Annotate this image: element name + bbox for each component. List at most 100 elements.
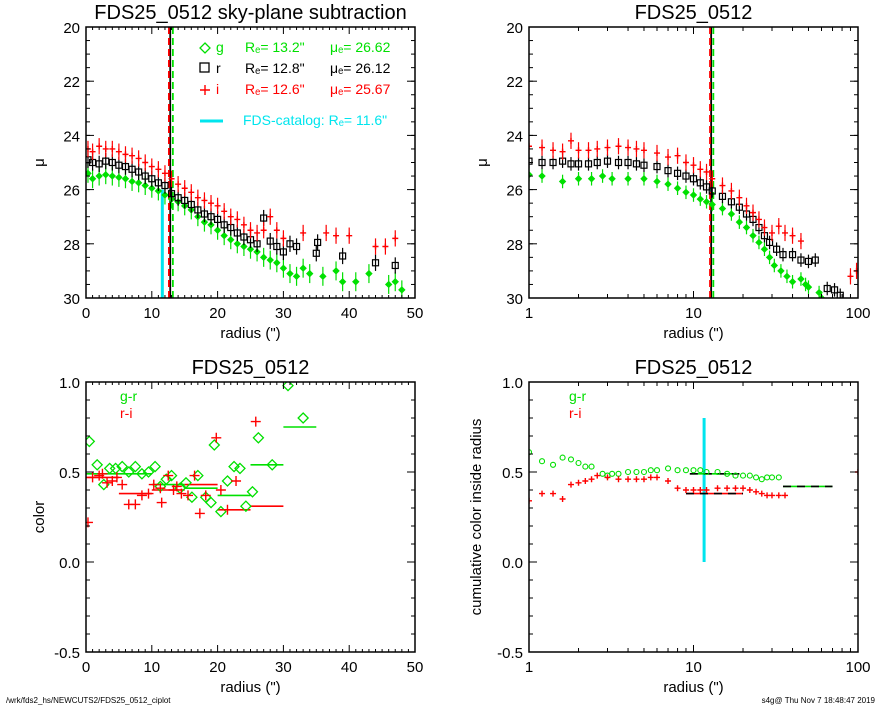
data-point-g [121, 175, 130, 183]
data-point-i [709, 175, 716, 182]
x-axis-label: radius (") [220, 325, 280, 342]
data-point-r [624, 158, 632, 167]
plot-frame [85, 381, 416, 653]
data-point-r-i [117, 479, 128, 490]
data-point-g [653, 177, 661, 186]
data-point-g-r [221, 475, 234, 487]
x-tick-label: 50 [407, 659, 424, 676]
data-point-g [788, 278, 797, 286]
data-point-g [365, 269, 373, 278]
data-point-r [371, 259, 380, 267]
data-point-g-r [575, 459, 582, 467]
y-tick-label: 28 [63, 237, 80, 254]
data-point-g [306, 269, 314, 278]
data-point-i [247, 227, 254, 234]
data-point-i [382, 243, 389, 250]
data-point-g-r [640, 468, 648, 476]
data-point-g [777, 267, 785, 275]
data-point-i [221, 208, 228, 215]
y-tick-label: 28 [506, 237, 523, 254]
data-point-r-i [156, 497, 167, 508]
data-point-r-i [148, 479, 159, 490]
y-tick-label: 26 [63, 183, 80, 200]
data-point-g-r [746, 472, 753, 479]
data-point-g-r [252, 431, 265, 444]
plot-area [529, 27, 858, 298]
plot-area [529, 418, 858, 562]
data-point-i [346, 232, 353, 239]
data-point-r [279, 248, 287, 256]
x-tick-label: 0 [82, 305, 90, 322]
data-point-r [167, 190, 176, 198]
data-point-i [654, 150, 661, 157]
data-point-g-r [103, 462, 116, 475]
data-point-i [539, 144, 546, 151]
data-point-i [782, 229, 789, 236]
y-tick-label: 0.5 [59, 465, 80, 482]
data-point-g [102, 170, 110, 179]
data-point-g-r [703, 468, 710, 476]
data-point-r-i [775, 492, 782, 499]
data-point-i [697, 166, 704, 173]
data-point-g-r [142, 466, 155, 478]
plot-area [86, 27, 406, 298]
data-point-r [830, 286, 839, 294]
y-tick-label: 1.0 [59, 375, 80, 392]
data-point-g-r [208, 439, 221, 451]
data-point-g-r [664, 465, 672, 472]
x-tick-label: 20 [209, 305, 226, 322]
data-point-i [181, 185, 188, 192]
data-point-r [640, 161, 648, 169]
data-point-g [727, 210, 736, 218]
data-point-i [736, 194, 743, 201]
data-point-r-i [654, 474, 661, 481]
data-point-r [836, 291, 844, 298]
data-point-g-r [282, 382, 294, 392]
data-point-i [640, 147, 647, 154]
y-tick-label: 22 [506, 74, 523, 91]
x-tick-label: 1 [525, 305, 533, 322]
data-point-g [797, 275, 805, 283]
data-point-r [538, 158, 546, 167]
data-point-r-i [714, 485, 721, 492]
data-point-g [608, 175, 616, 183]
data-point-r-i [111, 472, 122, 483]
data-point-r [689, 175, 698, 183]
data-point-i [719, 182, 726, 189]
data-point-i [280, 235, 287, 242]
data-point-r [593, 158, 601, 167]
data-point-r-i [724, 485, 731, 492]
data-point-i [129, 152, 136, 159]
data-point-g-r [682, 467, 690, 474]
data-point-i [122, 151, 129, 158]
data-point-r-i [539, 490, 546, 497]
data-point-g-r [732, 472, 739, 479]
data-point-r-i [740, 485, 747, 492]
data-point-r-i [768, 492, 775, 499]
y-axis-label: μ [31, 158, 48, 167]
data-point-i [135, 155, 142, 162]
chart-title: FDS25_0512 [635, 2, 753, 24]
y-axis-label: color [31, 501, 48, 534]
data-point-g-r [582, 463, 589, 470]
data-point-i [674, 152, 681, 159]
data-point-i [115, 148, 122, 155]
data-point-g [708, 200, 716, 209]
data-point-g [279, 264, 288, 272]
data-point-r [161, 181, 169, 190]
data-point-g-r [297, 412, 310, 424]
data-point-g [141, 181, 149, 190]
data-point-r [708, 187, 716, 195]
data-point-r-i [130, 499, 141, 510]
data-point-r-i [594, 472, 601, 479]
data-point-i [155, 166, 162, 173]
data-point-i [260, 227, 267, 234]
data-point-g-r [91, 458, 104, 471]
plot-area [86, 382, 317, 528]
data-point-i [273, 227, 280, 234]
data-point-g-r [674, 467, 681, 474]
data-point-g [770, 261, 779, 270]
data-point-i [775, 223, 782, 230]
data-point-i [227, 213, 234, 220]
